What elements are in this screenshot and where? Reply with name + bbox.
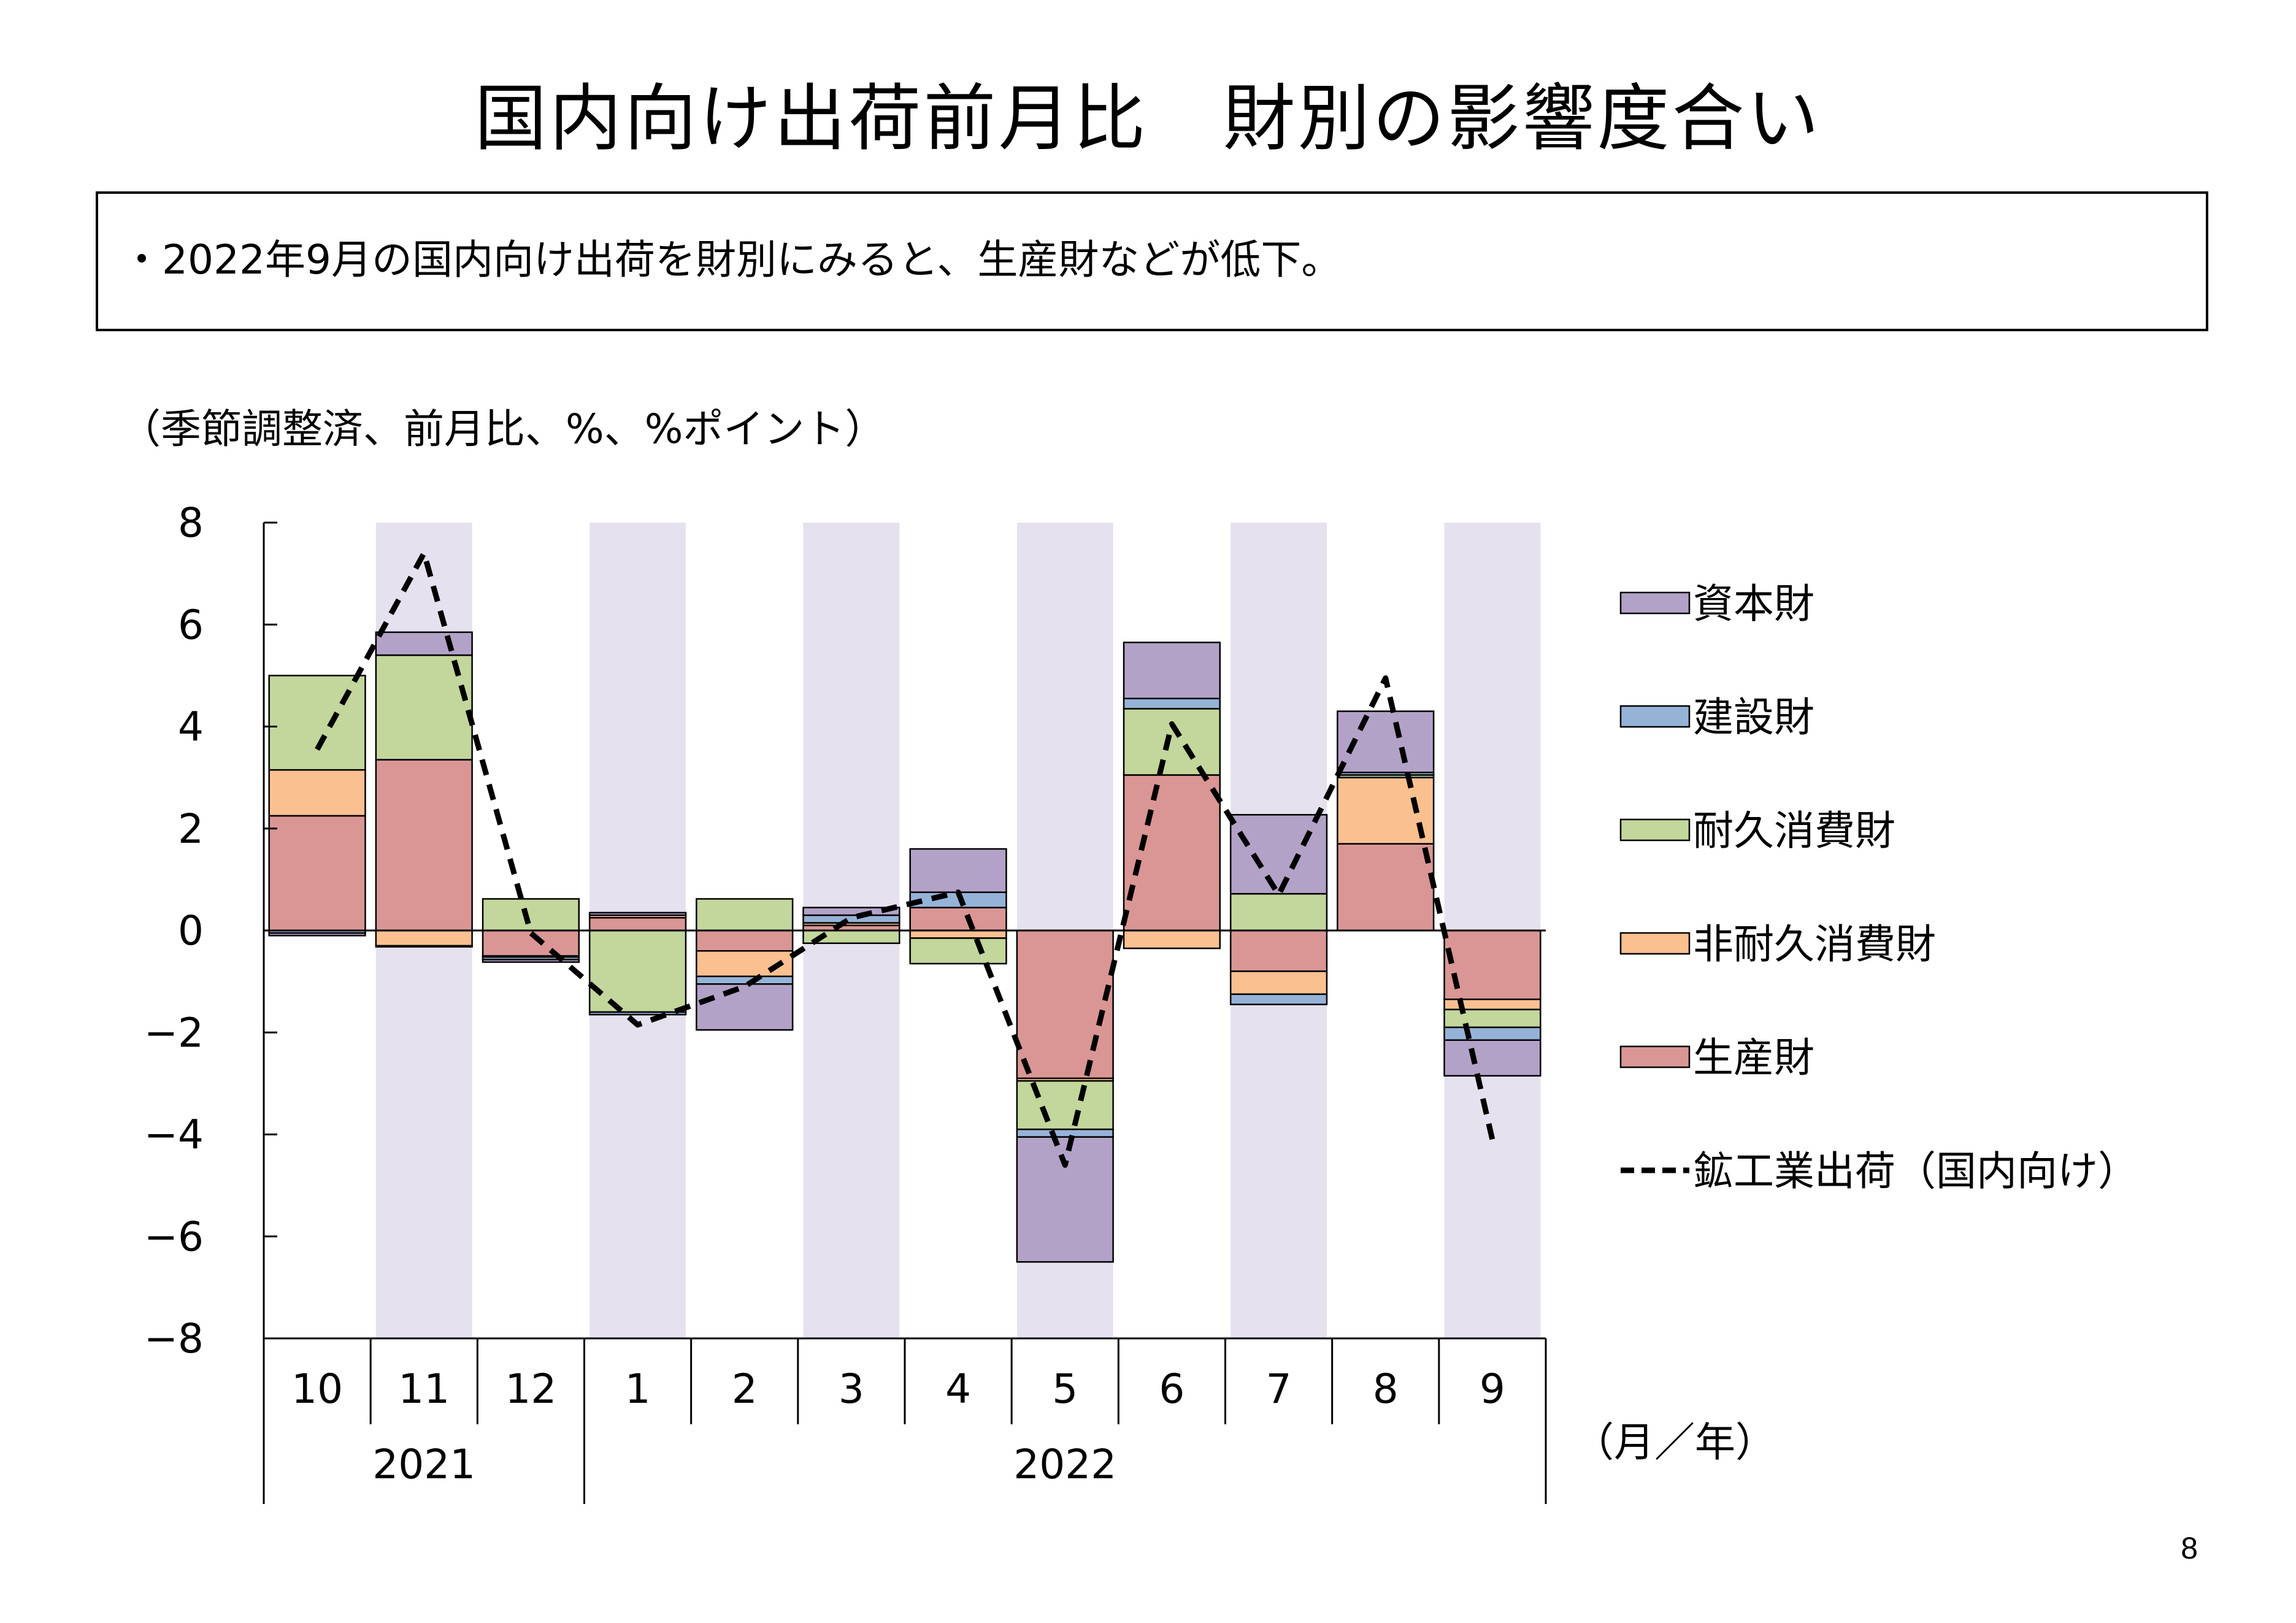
y-tick-label: −8 (144, 1315, 204, 1362)
summary-box: ・2022年9月の国内向け出荷を財別にみると、生産財などが低下。 (96, 191, 2208, 331)
bar-segment (1443, 929, 1542, 1000)
bar-segment (696, 950, 794, 978)
x-tick-label: 2 (732, 1365, 758, 1413)
legend-swatch (1619, 1045, 1691, 1069)
bar-segment (696, 898, 794, 932)
y-tick-label: 0 (178, 907, 204, 954)
bar-segment (1016, 1136, 1114, 1263)
year-label: 2022 (1013, 1441, 1116, 1488)
bars (268, 631, 1542, 1263)
legend-swatch (1619, 705, 1691, 728)
y-tick-label: 4 (178, 704, 204, 751)
x-tick-label: 6 (1159, 1365, 1184, 1413)
x-tick-label: 9 (1480, 1365, 1505, 1413)
y-tick-label: −4 (144, 1111, 204, 1159)
legend-label: 資本財 (1693, 580, 1814, 627)
bar-segment (482, 959, 580, 963)
legend-swatch (1619, 932, 1691, 955)
total-line (315, 550, 1495, 1168)
x-tick-label: 4 (945, 1365, 971, 1413)
bar-segment (1123, 642, 1221, 700)
bar-segment (1123, 708, 1221, 776)
page-title: 国内向け出荷前月比 財別の影響度合い (474, 76, 1822, 161)
year-label: 2021 (372, 1441, 475, 1488)
bar-segment (1123, 929, 1221, 950)
y-tick-label: 8 (178, 499, 204, 547)
x-tick-label: 10 (291, 1365, 343, 1413)
bar-segment (1229, 993, 1328, 1005)
bar-segment (375, 945, 473, 948)
bar-segment (802, 914, 900, 924)
bar-segment (696, 983, 794, 1031)
summary-text: ・2022年9月の国内向け出荷を財別にみると、生産財などが低下。 (121, 236, 1342, 283)
bar-segment (909, 929, 1007, 939)
bar-segment (1229, 970, 1328, 996)
bar-segment (588, 916, 687, 932)
y-tick-label: −6 (144, 1213, 204, 1260)
bar-segment (375, 759, 473, 932)
legend-label: 非耐久消費財 (1693, 921, 1936, 968)
bar-segment (588, 1011, 687, 1016)
bar-segment (375, 929, 473, 947)
page-number: 8 (2181, 1531, 2198, 1565)
bar-segment (909, 907, 1007, 932)
bar-segment (482, 898, 580, 932)
x-tick-label: 7 (1266, 1365, 1292, 1413)
bar-segment (1016, 929, 1114, 1080)
legend-label: 建設財 (1693, 694, 1814, 741)
y-tick-label: −2 (144, 1009, 204, 1056)
bar-segment (1123, 774, 1221, 932)
bar-segment (375, 631, 473, 656)
x-axis-unit-label: （月／年） (1573, 1419, 1776, 1466)
legend-label: 耐久消費財 (1693, 807, 1895, 854)
unit-note: （季節調整済、前月比、%、%ポイント） (120, 405, 886, 453)
x-tick-label: 1 (625, 1365, 651, 1413)
bar-segment (1016, 1128, 1114, 1138)
bar-segment (1016, 1080, 1114, 1130)
x-tick-label: 11 (398, 1365, 450, 1413)
bar-segment (1337, 843, 1435, 932)
bar-segment (1229, 929, 1328, 972)
bar-segment (696, 975, 794, 985)
bar-segment (268, 675, 366, 771)
legend-swatch (1619, 591, 1691, 615)
legend-swatch (1619, 818, 1691, 842)
x-tick-label: 3 (839, 1365, 864, 1413)
bar-segment (1443, 1026, 1542, 1041)
bar-segment (588, 911, 687, 916)
x-tick-label: 12 (505, 1365, 556, 1413)
bar-segment (909, 937, 1007, 965)
bar-segment (1443, 1008, 1542, 1029)
bar-segment (1229, 892, 1328, 932)
y-tick-label: 6 (178, 601, 204, 648)
legend-label: 生産財 (1693, 1034, 1814, 1081)
bar-segment (268, 815, 366, 932)
x-tick-label: 8 (1373, 1365, 1399, 1413)
bar-segment (588, 929, 687, 1013)
bar-segment (1229, 814, 1328, 895)
total-shipments-line (315, 550, 1495, 1168)
x-tick-label: 5 (1052, 1365, 1078, 1413)
bar-segment (268, 932, 366, 937)
legend-label: 鉱工業出荷（国内向け） (1693, 1148, 2138, 1195)
bar-segment (1123, 697, 1221, 710)
bar-segment (1443, 1039, 1542, 1077)
y-tick-label: 2 (178, 805, 204, 853)
bar-segment (696, 929, 794, 952)
bar-segment (268, 769, 366, 817)
bar-segment (909, 848, 1007, 893)
bar-segment (802, 907, 900, 916)
